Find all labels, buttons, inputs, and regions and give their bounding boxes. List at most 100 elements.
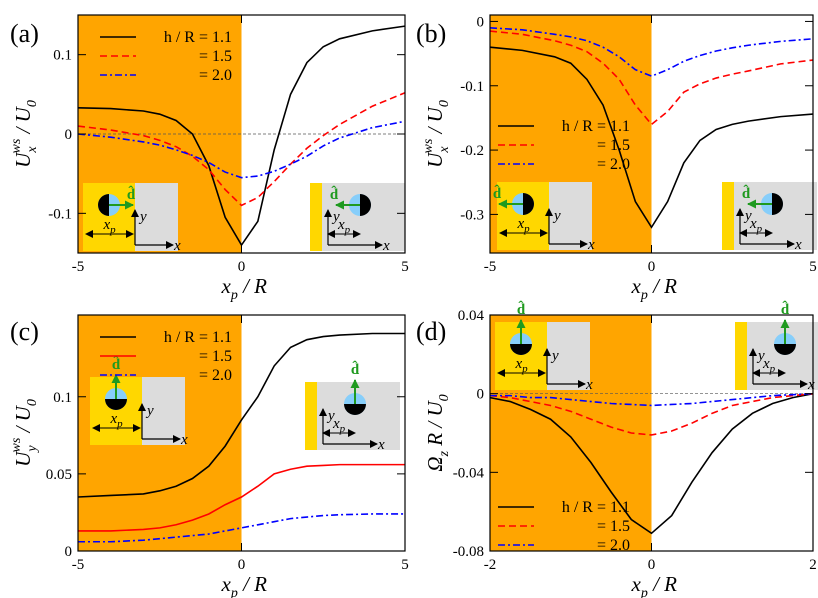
series-line: [78, 513, 405, 543]
legend-label: = 2.0: [597, 537, 630, 554]
label-part: x: [517, 216, 525, 232]
y-axis-label: Ωz R / U0: [423, 394, 452, 471]
legend-label: h / R = 1.1: [164, 329, 232, 346]
inset: d̂ y x xp: [305, 360, 400, 453]
label-part: x: [437, 146, 452, 154]
particle-half: [105, 399, 127, 410]
label-part: / R: [238, 274, 267, 298]
x-tick-label: 5: [401, 259, 409, 275]
director-label: d̂: [493, 184, 502, 202]
legend-label: = 2.0: [199, 67, 232, 84]
director-label: d̂: [781, 300, 790, 318]
label-part: p: [116, 418, 123, 430]
y-axis-label: Uxws / U0: [9, 100, 40, 168]
label-part: / R: [648, 274, 677, 298]
inset-x-label: x: [794, 237, 802, 253]
series-line: [489, 392, 814, 535]
inset-x-label: x: [377, 437, 385, 453]
legend-label: h / R = 1.1: [562, 118, 630, 135]
label-part: p: [523, 223, 530, 235]
label-part: 0: [25, 100, 40, 107]
x-tick-label: 0: [648, 557, 656, 573]
x-tick-label: 2: [809, 557, 817, 573]
inset-wall: [735, 322, 747, 390]
legend-label: h / R = 1.1: [164, 29, 232, 46]
director-label: d̂: [742, 184, 751, 202]
y-tick-label: 0: [477, 387, 485, 403]
director-label: d̂: [351, 360, 360, 378]
series-line: [77, 120, 406, 179]
inset-y-label: y: [550, 348, 559, 364]
label-part: x: [221, 274, 232, 298]
inset-y-label: y: [145, 403, 154, 419]
x-tick-label: 5: [401, 557, 409, 573]
label-part: x: [762, 356, 770, 372]
legend-label: = 2.0: [597, 156, 630, 173]
series-line: [77, 332, 405, 498]
x-axis-label: xp / R: [631, 572, 678, 598]
director-label: d̂: [517, 300, 526, 318]
label-part: x: [221, 572, 232, 596]
inset-xp-label: xp: [332, 416, 346, 435]
particle-half: [360, 194, 371, 216]
inset-x-label: x: [587, 237, 595, 253]
panel-label: (c): [10, 317, 39, 346]
label-part: 0: [25, 399, 40, 406]
label-part: p: [640, 288, 648, 303]
director-label: d̂: [127, 185, 136, 203]
label-part: ws: [9, 138, 24, 153]
particle: [498, 193, 534, 215]
label-part: p: [230, 586, 238, 598]
particle-half: [523, 193, 534, 215]
inset-xp-label: xp: [762, 356, 776, 375]
y-tick-label: -0.04: [453, 465, 485, 481]
inset-x-label: x: [585, 377, 593, 393]
x-tick-label: 5: [809, 259, 817, 275]
inset-fluid: [322, 183, 405, 251]
x-axis-label: xp / R: [221, 572, 268, 598]
label-part: p: [109, 224, 116, 236]
series-line: [489, 392, 814, 436]
inset-xp-label: xp: [749, 216, 763, 235]
inset-y-label: y: [326, 408, 335, 424]
inset-xp-label: xp: [337, 217, 351, 236]
x-tick-label: -2: [484, 557, 497, 573]
label-part: x: [631, 572, 642, 596]
label-part: U: [11, 151, 35, 168]
director-label: d̂: [112, 355, 121, 373]
y-tick-label: 0.1: [53, 48, 72, 64]
particle-half: [344, 404, 366, 415]
y-tick-label: 0: [477, 14, 485, 30]
inset-y-label: y: [552, 208, 561, 224]
label-part: p: [230, 288, 238, 303]
particle-half: [774, 344, 796, 355]
series-line: [77, 92, 406, 207]
inset-fluid: [547, 322, 590, 390]
label-part: / R: [648, 572, 677, 596]
inset-x-label: x: [173, 238, 181, 254]
x-tick-label: -5: [72, 557, 85, 573]
inset-wall: [310, 183, 322, 251]
label-part: p: [339, 423, 346, 435]
y-tick-label: -0.1: [460, 79, 484, 95]
x-axis-label: xp / R: [221, 274, 268, 303]
label-part: y: [25, 445, 40, 454]
inset-x-label: x: [807, 377, 815, 393]
label-part: p: [640, 586, 648, 598]
panel-label: (d): [416, 317, 446, 346]
particle-half: [510, 344, 532, 355]
particle-half: [98, 194, 109, 216]
panel-label: (b): [416, 19, 446, 48]
label-part: x: [25, 146, 40, 154]
label-part: z: [437, 450, 452, 457]
x-tick-label: 0: [238, 259, 246, 275]
